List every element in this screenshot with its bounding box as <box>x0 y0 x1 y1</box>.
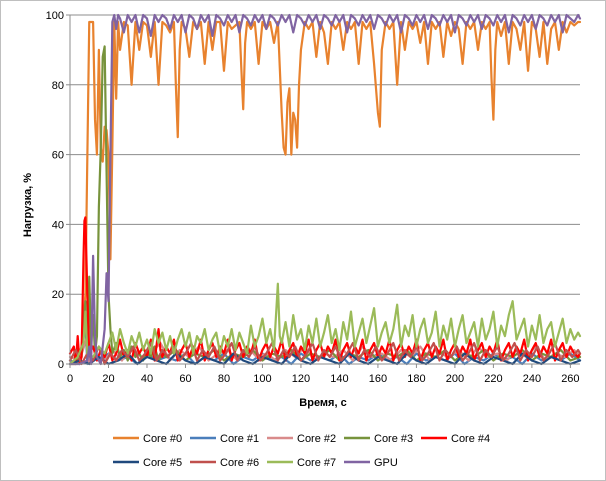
legend-item: Core #2 <box>267 433 336 445</box>
x-axis-title: Время, с <box>299 397 346 409</box>
legend-label: Core #5 <box>143 457 182 469</box>
y-tick-label: 0 <box>58 359 64 371</box>
x-tick-label: 120 <box>292 373 310 385</box>
legend-label: Core #7 <box>297 457 336 469</box>
y-tick-label: 100 <box>46 10 64 22</box>
y-axis-title: Нагрузка, % <box>22 173 34 237</box>
legend-label: Core #3 <box>374 433 413 445</box>
legend-label: Core #6 <box>220 457 259 469</box>
series-layer <box>68 13 582 366</box>
legend-item: Core #1 <box>190 433 259 445</box>
y-tick-label: 60 <box>52 150 64 162</box>
series-line-core-3 <box>68 45 582 366</box>
x-tick-label: 60 <box>179 373 191 385</box>
legend-item: Core #4 <box>421 433 490 445</box>
x-tick-label: 80 <box>218 373 230 385</box>
tick-labels: 0 20 40 60 80 100 0 20 40 60 80 100 120 140 160 180 200 2… <box>46 10 580 385</box>
x-tick-label: 0 <box>67 373 73 385</box>
legend: Core #0 Core #1 Core #2 Core #3 Core #4 Core … <box>113 433 490 469</box>
series-line-core-4 <box>68 216 582 366</box>
legend-label: Core #2 <box>297 433 336 445</box>
x-tick-label: 200 <box>446 373 464 385</box>
legend-item: Core #3 <box>344 433 413 445</box>
legend-item: GPU <box>344 457 398 469</box>
legend-item: Core #0 <box>113 433 182 445</box>
x-tick-label: 160 <box>369 373 387 385</box>
series-line-core-6 <box>68 341 582 366</box>
x-tick-label: 40 <box>141 373 153 385</box>
x-tick-label: 20 <box>102 373 114 385</box>
x-tick-label: 180 <box>407 373 425 385</box>
series-line-core-0 <box>68 20 582 366</box>
series-line-core-7 <box>68 282 582 366</box>
legend-label: GPU <box>374 457 398 469</box>
legend-label: Core #1 <box>220 433 259 445</box>
y-tick-label: 20 <box>52 289 64 301</box>
legend-item: Core #5 <box>113 457 182 469</box>
x-tick-label: 220 <box>484 373 502 385</box>
legend-label: Core #0 <box>143 433 182 445</box>
x-tick-label: 140 <box>330 373 348 385</box>
series-line-core-5 <box>68 352 582 366</box>
y-tick-label: 80 <box>52 80 64 92</box>
legend-label: Core #4 <box>451 433 490 445</box>
legend-item: Core #7 <box>267 457 336 469</box>
axes <box>66 14 580 368</box>
x-tick-label: 260 <box>561 373 579 385</box>
gridlines <box>70 14 580 295</box>
y-tick-label: 40 <box>52 219 64 231</box>
x-tick-label: 240 <box>523 373 541 385</box>
x-tick-label: 100 <box>253 373 271 385</box>
legend-item: Core #6 <box>190 457 259 469</box>
series-line-gpu <box>68 13 582 366</box>
